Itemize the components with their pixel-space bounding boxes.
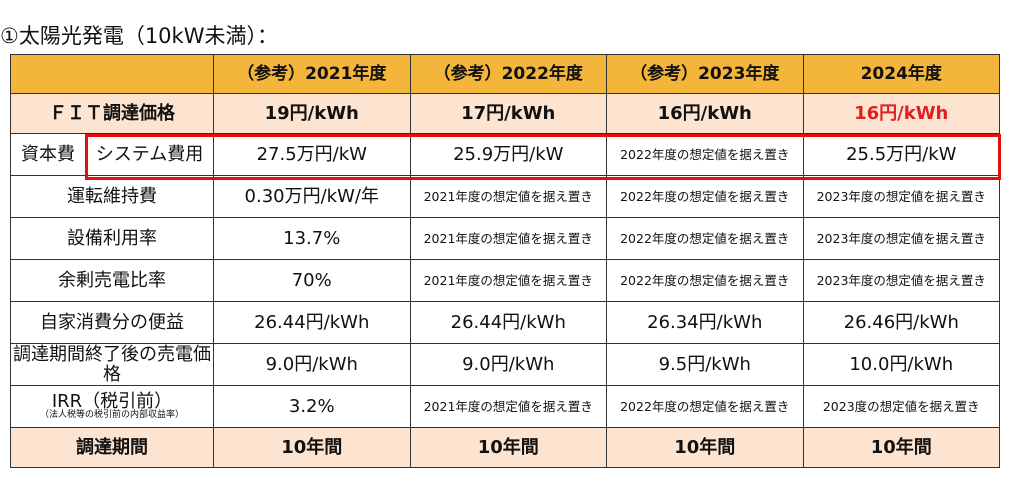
cell: 2021年度の想定値を据え置き [409,175,607,218]
row-label: IRR（税引前） （法人税等の税引前の内部収益率） [10,385,214,428]
col-header: （参考）2021年度 [213,54,411,94]
cell: 26.44円/kWh [213,301,411,344]
cell: 2023年度の想定値を据え置き [802,259,1000,302]
header-blank [10,54,214,94]
header-row: （参考）2021年度 （参考）2022年度 （参考）2023年度 2024年度 [10,54,1000,94]
row-label: 調達期間終了後の売電価格 [10,343,214,386]
col-header: （参考）2023年度 [606,54,804,94]
fit-price-table: （参考）2021年度 （参考）2022年度 （参考）2023年度 2024年度 … [10,54,1000,468]
cell: 2023度の想定値を据え置き [802,385,1000,428]
row-label: 運転維持費 [10,175,214,218]
cell: 26.44円/kWh [409,301,607,344]
cell: 27.5万円/kW [213,133,411,176]
cell: 13.7% [213,217,411,260]
cell: 19円/kWh [213,93,411,134]
cell: 2022年度の想定値を据え置き [606,259,804,302]
col-header: （参考）2022年度 [409,54,607,94]
table-row: 運転維持費 0.30万円/kW/年 2021年度の想定値を据え置き 2022年度の想定… [10,175,1000,218]
cell: 16円/kWh [606,93,804,134]
row-label: 設備利用率 [10,217,214,260]
table-row: 余剰売電比率 70% 2021年度の想定値を据え置き 2022年度の想定値を据え置き 2… [10,259,1000,302]
row-label: 調達期間 [10,427,214,468]
cell: 2021年度の想定値を据え置き [409,385,607,428]
col-header: 2024年度 [802,54,1000,94]
row-label: ＦＩＴ調達価格 [10,93,214,134]
cell: 2021年度の想定値を据え置き [409,217,607,260]
irr-sublabel: （法人税等の税引前の内部収益率） [39,410,184,421]
cell: 2022年度の想定値を据え置き [606,133,804,176]
group-label: 資本費 [10,133,86,176]
cell: 26.34円/kWh [606,301,804,344]
cell: 70% [213,259,411,302]
row-label: 余剰売電比率 [10,259,214,302]
cell: 25.5万円/kW [802,133,1000,176]
cell: 26.46円/kWh [802,301,1000,344]
row-label: 自家消費分の便益 [10,301,214,344]
cell: 10.0円/kWh [802,343,1000,386]
row-label: システム費用 [85,133,214,176]
cell: 9.5円/kWh [606,343,804,386]
cell: 2022年度の想定値を据え置き [606,385,804,428]
cell: 10年間 [213,427,411,468]
cell: 9.0円/kWh [213,343,411,386]
cell: 17円/kWh [409,93,607,134]
cell: 2022年度の想定値を据え置き [606,175,804,218]
cell: 2023年度の想定値を据え置き [802,175,1000,218]
cell: 3.2% [213,385,411,428]
table-row: 調達期間終了後の売電価格 9.0円/kWh 9.0円/kWh 9.5円/kWh 10.0… [10,343,1000,386]
cell: 2021年度の想定値を据え置き [409,259,607,302]
cell: 2023年度の想定値を据え置き [802,217,1000,260]
cell: 10年間 [409,427,607,468]
cell: 25.9万円/kW [409,133,607,176]
cell: 10年間 [802,427,1000,468]
fit-row: ＦＩＴ調達価格 19円/kWh 17円/kWh 16円/kWh 16円/kWh [10,93,1000,134]
table-row: 自家消費分の便益 26.44円/kWh 26.44円/kWh 26.34円/kWh 26… [10,301,1000,344]
irr-label: IRR（税引前） [51,390,173,412]
cell: 10年間 [606,427,804,468]
irr-row: IRR（税引前） （法人税等の税引前の内部収益率） 3.2% 2021年度の想定値… [10,385,1000,428]
cell-highlight: 16円/kWh [802,93,1000,134]
section-title: ①太陽光発電（10kW未満）： [0,24,278,48]
system-row: 資本費 システム費用 27.5万円/kW 25.9万円/kW 2022年度の想定… [10,133,1000,176]
cell: 9.0円/kWh [409,343,607,386]
table-row: 設備利用率 13.7% 2021年度の想定値を据え置き 2022年度の想定値を据え置き… [10,217,1000,260]
cell: 2022年度の想定値を据え置き [606,217,804,260]
period-row: 調達期間 10年間 10年間 10年間 10年間 [10,427,1000,468]
cell: 0.30万円/kW/年 [213,175,411,218]
